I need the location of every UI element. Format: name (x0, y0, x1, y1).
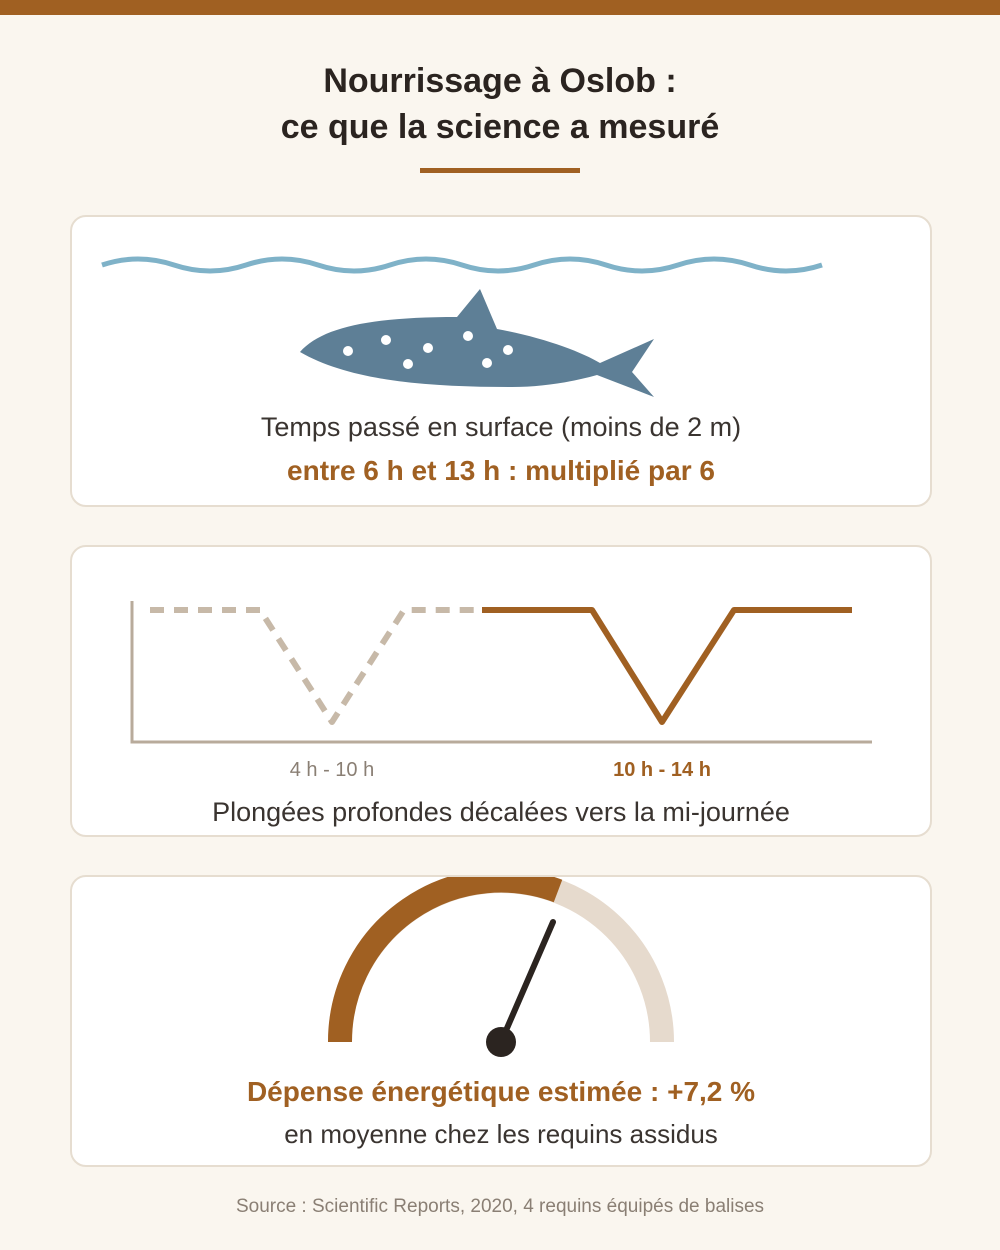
title-line-2: ce que la science a mesuré (280, 108, 720, 146)
page-title: Nourrissage à Oslob : ce que la science … (0, 58, 1000, 150)
energy-headline: Dépense énergétique estimée : +7,2 % (246, 1076, 756, 1107)
energy-card: Dépense énergétique estimée : +7,2 % en … (70, 875, 932, 1167)
before-time-range: 4 h - 10 h (289, 759, 375, 781)
dive-profile-before (150, 607, 482, 725)
dive-profile-after (482, 607, 852, 725)
dive-shift-caption: Plongées profondes décalées vers la mi-j… (212, 797, 790, 827)
gauge-hub (486, 1027, 516, 1057)
source-note: Source : Scientific Reports, 2020, 4 req… (235, 1196, 765, 1217)
top-accent-bar (0, 0, 1000, 15)
after-time-range: 10 h - 14 h (613, 759, 711, 781)
surface-time-label: Temps passé en surface (moins de 2 m) (260, 412, 742, 442)
gauge-needle (498, 919, 556, 1045)
energy-subline: en moyenne chez les requins assidus (284, 1119, 718, 1149)
gauge-icon (327, 877, 674, 1057)
title-underline (420, 168, 580, 173)
gauge-track (328, 877, 674, 1043)
diagram-axes (130, 601, 872, 744)
sea-surface-wave (101, 256, 823, 274)
surface-time-highlight: entre 6 h et 13 h : multiplié par 6 (287, 455, 715, 486)
dive-profile-diagram (130, 601, 872, 744)
title-line-1: Nourrissage à Oslob : (323, 62, 677, 100)
surface-illustration (101, 256, 823, 397)
surface-time-card: Temps passé en surface (moins de 2 m) en… (70, 215, 932, 507)
whale-shark-icon (300, 289, 654, 397)
gauge-fill (327, 877, 563, 1043)
dive-shift-card: 4 h - 10 h 10 h - 14 h Plongées profonde… (70, 545, 932, 837)
